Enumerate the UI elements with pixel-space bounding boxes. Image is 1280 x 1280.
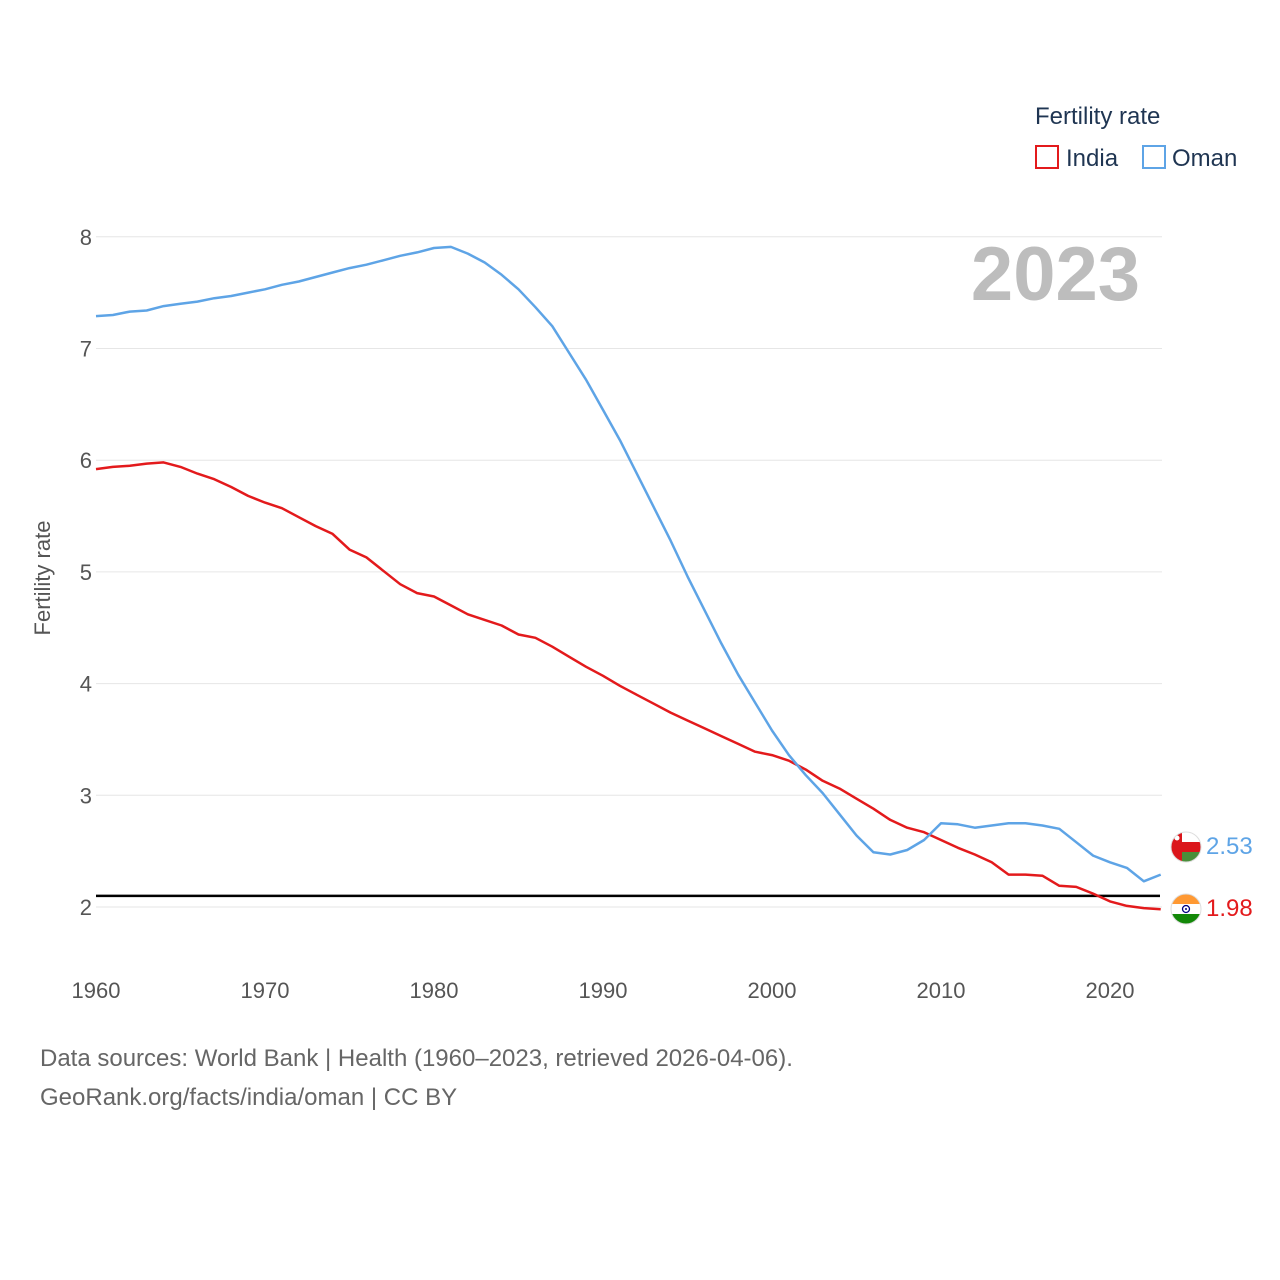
y-axis-ticks: 2 3 4 5 6 7 8 (80, 225, 92, 920)
legend-label-oman[interactable]: Oman (1172, 145, 1237, 172)
x-tick-label: 1970 (241, 978, 290, 1003)
legend: Fertility rate India Oman (1035, 103, 1237, 172)
x-tick-label: 1990 (579, 978, 628, 1003)
data-sources-note: Data sources: World Bank | Health (1960–… (40, 1045, 793, 1072)
y-tick-label: 8 (80, 225, 92, 250)
x-axis-ticks: 1960 1970 1980 1990 2000 2010 2020 (72, 978, 1135, 1003)
india-end-marker: 1.98 (1170, 893, 1253, 925)
legend-swatch-india[interactable] (1035, 145, 1059, 169)
y-tick-label: 6 (80, 448, 92, 473)
y-tick-label: 5 (80, 560, 92, 585)
x-tick-label: 2010 (917, 978, 966, 1003)
series-line-india[interactable] (95, 461, 1161, 911)
y-tick-label: 3 (80, 783, 92, 808)
oman-end-marker: 2.53 (1170, 831, 1253, 863)
x-tick-label: 2020 (1086, 978, 1135, 1003)
oman-flag-icon (1170, 831, 1202, 863)
y-axis-label: Fertility rate (30, 521, 55, 636)
india-flag-icon (1170, 893, 1202, 925)
legend-title: Fertility rate (1035, 103, 1160, 130)
oman-end-value: 2.53 (1206, 833, 1253, 860)
series-lines (95, 245, 1162, 911)
legend-label-india[interactable]: India (1066, 145, 1119, 172)
y-tick-label: 7 (80, 337, 92, 362)
year-badge: 2023 (971, 232, 1140, 317)
gridlines (96, 236, 1162, 908)
y-tick-label: 2 (80, 895, 92, 920)
india-end-value: 1.98 (1206, 895, 1253, 922)
y-tick-label: 4 (80, 672, 92, 697)
x-tick-label: 1980 (410, 978, 459, 1003)
credit-line: GeoRank.org/facts/india/oman | CC BY (40, 1084, 458, 1111)
legend-swatch-oman[interactable] (1142, 145, 1166, 169)
x-tick-label: 2000 (748, 978, 797, 1003)
series-line-oman[interactable] (95, 245, 1162, 883)
x-tick-label: 1960 (72, 978, 121, 1003)
